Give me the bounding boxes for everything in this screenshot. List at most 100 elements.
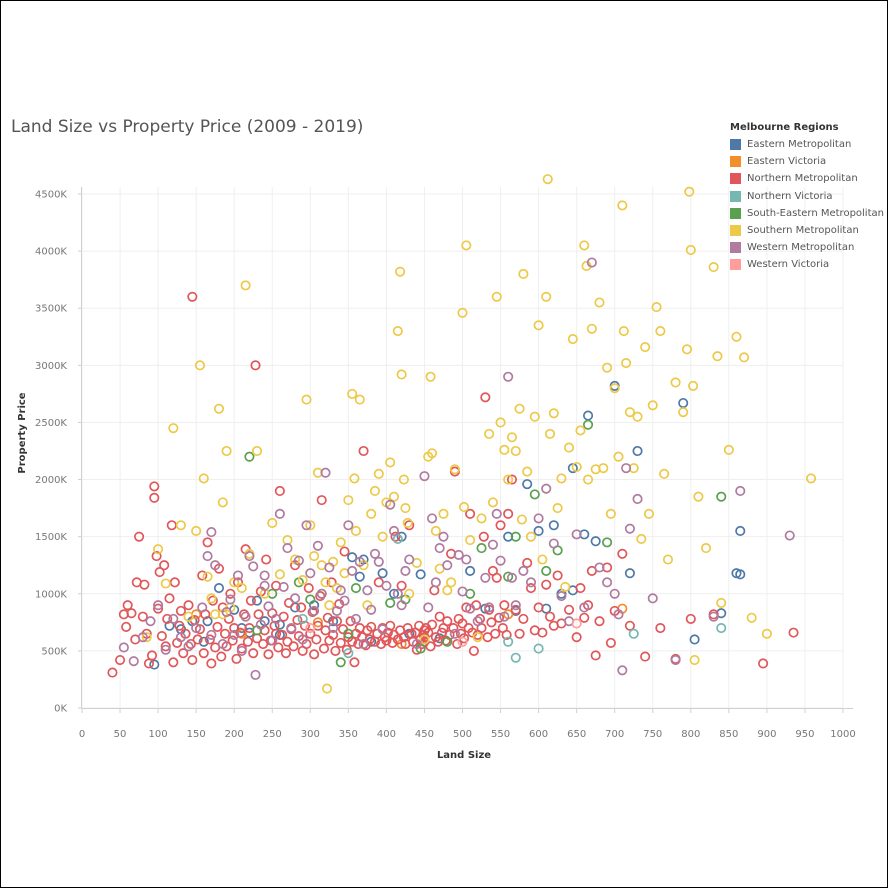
data-point-eastern-victoria[interactable] xyxy=(312,617,323,628)
data-point-northern-metropolitan[interactable] xyxy=(146,650,158,661)
data-point-southern-metropolitan[interactable] xyxy=(693,491,704,502)
data-point-western-metropolitan[interactable] xyxy=(621,463,632,474)
data-point-northern-metropolitan[interactable] xyxy=(137,611,148,622)
data-point-south-eastern-metropolitan[interactable] xyxy=(541,565,552,576)
data-point-southern-metropolitan[interactable] xyxy=(723,444,734,455)
data-point-southern-metropolitan[interactable] xyxy=(240,280,251,291)
data-point-southern-metropolitan[interactable] xyxy=(206,593,217,604)
data-point-southern-metropolitan[interactable] xyxy=(484,428,495,439)
data-point-northern-metropolitan[interactable] xyxy=(178,648,189,659)
data-point-northern-metropolitan[interactable] xyxy=(207,595,218,606)
data-point-western-metropolitan[interactable] xyxy=(202,551,213,562)
data-point-northern-metropolitan[interactable] xyxy=(499,600,510,611)
data-point-south-eastern-metropolitan[interactable] xyxy=(529,489,540,500)
data-point-western-metropolitan[interactable] xyxy=(484,602,495,613)
data-point-northern-metropolitan[interactable] xyxy=(788,627,799,638)
data-point-southern-metropolitan[interactable] xyxy=(221,445,232,457)
data-point-western-metropolitan[interactable] xyxy=(617,665,628,676)
data-point-western-metropolitan[interactable] xyxy=(271,613,282,624)
data-point-western-metropolitan[interactable] xyxy=(354,556,365,567)
data-point-western-metropolitan[interactable] xyxy=(465,603,476,614)
data-point-northern-metropolitan[interactable] xyxy=(216,651,227,662)
data-point-eastern-metropolitan[interactable] xyxy=(522,479,533,490)
data-point-northern-victoria[interactable] xyxy=(716,622,727,634)
data-point-western-metropolitan[interactable] xyxy=(602,577,613,588)
data-point-western-metropolitan[interactable] xyxy=(388,525,400,537)
data-point-southern-metropolitan[interactable] xyxy=(605,508,616,519)
data-point-eastern-metropolitan[interactable] xyxy=(377,568,388,579)
data-point-southern-metropolitan[interactable] xyxy=(708,262,719,273)
data-point-northern-metropolitan[interactable] xyxy=(288,641,299,652)
data-point-western-metropolitan[interactable] xyxy=(301,520,312,531)
data-point-northern-victoria[interactable] xyxy=(503,636,514,647)
data-point-southern-metropolitan[interactable] xyxy=(472,632,483,643)
data-point-northern-metropolitan[interactable] xyxy=(204,634,215,645)
data-point-eastern-metropolitan[interactable] xyxy=(198,636,209,647)
data-point-western-metropolitan[interactable] xyxy=(229,629,240,640)
data-point-southern-metropolitan[interactable] xyxy=(506,432,518,443)
legend-item[interactable]: South-Eastern Metropolitan xyxy=(730,205,884,222)
data-point-northern-metropolitan[interactable] xyxy=(149,492,160,503)
data-point-northern-metropolitan[interactable] xyxy=(139,579,150,590)
data-point-southern-metropolitan[interactable] xyxy=(305,520,316,531)
data-point-northern-metropolitan[interactable] xyxy=(292,614,303,626)
data-point-southern-metropolitan[interactable] xyxy=(522,466,533,477)
legend-item[interactable]: Southern Metropolitan xyxy=(730,222,884,239)
data-point-eastern-metropolitan[interactable] xyxy=(533,525,544,537)
data-point-southern-metropolitan[interactable] xyxy=(636,533,647,545)
data-point-western-metropolitan[interactable] xyxy=(335,585,346,596)
data-point-northern-metropolitan[interactable] xyxy=(318,643,330,654)
data-point-southern-metropolitan[interactable] xyxy=(388,491,400,502)
data-point-western-metropolitan[interactable] xyxy=(381,580,392,591)
data-point-eastern-metropolitan[interactable] xyxy=(202,616,213,627)
data-point-south-eastern-metropolitan[interactable] xyxy=(510,531,521,542)
data-point-northern-metropolitan[interactable] xyxy=(490,628,501,639)
data-point-northern-metropolitan[interactable] xyxy=(134,531,145,542)
data-point-southern-metropolitan[interactable] xyxy=(309,551,320,562)
data-point-eastern-metropolitan[interactable] xyxy=(735,569,746,580)
data-point-western-metropolitan[interactable] xyxy=(183,641,194,652)
data-point-northern-metropolitan[interactable] xyxy=(248,648,259,659)
data-point-western-metropolitan[interactable] xyxy=(267,635,278,646)
data-point-southern-metropolitan[interactable] xyxy=(457,307,468,318)
data-point-northern-metropolitan[interactable] xyxy=(250,360,261,371)
data-point-northern-metropolitan[interactable] xyxy=(187,654,198,666)
data-point-southern-metropolitan[interactable] xyxy=(354,394,365,405)
data-point-southern-metropolitan[interactable] xyxy=(236,583,247,594)
data-point-northern-metropolitan[interactable] xyxy=(263,649,274,660)
data-point-western-victoria[interactable] xyxy=(571,618,582,629)
data-point-southern-metropolitan[interactable] xyxy=(529,411,540,422)
data-point-western-metropolitan[interactable] xyxy=(197,602,208,613)
data-point-northern-metropolitan[interactable] xyxy=(605,637,616,648)
data-point-northern-metropolitan[interactable] xyxy=(328,629,339,640)
data-point-northern-metropolitan[interactable] xyxy=(311,634,322,645)
data-point-western-metropolitan[interactable] xyxy=(548,538,559,549)
data-point-northern-victoria[interactable] xyxy=(392,533,403,545)
data-point-northern-metropolitan[interactable] xyxy=(465,508,476,519)
data-point-western-metropolitan[interactable] xyxy=(217,638,228,650)
data-point-southern-metropolitan[interactable] xyxy=(499,444,510,455)
data-point-western-metropolitan[interactable] xyxy=(309,605,320,616)
data-point-southern-metropolitan[interactable] xyxy=(153,544,164,555)
data-point-northern-metropolitan[interactable] xyxy=(522,557,533,568)
data-point-northern-metropolitan[interactable] xyxy=(153,603,164,614)
data-point-southern-metropolitan[interactable] xyxy=(640,342,651,353)
data-point-western-metropolitan[interactable] xyxy=(118,642,129,653)
data-point-northern-metropolitan[interactable] xyxy=(480,392,491,403)
data-point-eastern-metropolitan[interactable] xyxy=(624,568,635,579)
data-point-southern-metropolitan[interactable] xyxy=(533,320,544,331)
data-point-western-metropolitan[interactable] xyxy=(236,645,247,656)
data-point-western-metropolitan[interactable] xyxy=(647,593,658,604)
data-point-northern-metropolitan[interactable] xyxy=(183,600,194,611)
data-point-southern-metropolitan[interactable] xyxy=(274,569,285,580)
data-point-northern-metropolitan[interactable] xyxy=(685,613,696,624)
data-point-southern-metropolitan[interactable] xyxy=(624,407,635,418)
data-point-southern-metropolitan[interactable] xyxy=(373,468,384,479)
data-point-southern-metropolitan[interactable] xyxy=(602,362,613,373)
data-point-northern-metropolitan[interactable] xyxy=(175,605,186,616)
data-point-northern-metropolitan[interactable] xyxy=(366,621,377,632)
data-point-southern-metropolitan[interactable] xyxy=(731,331,742,342)
data-point-western-metropolitan[interactable] xyxy=(495,555,506,566)
data-point-western-metropolitan[interactable] xyxy=(579,602,590,613)
data-point-western-metropolitan[interactable] xyxy=(240,611,251,622)
